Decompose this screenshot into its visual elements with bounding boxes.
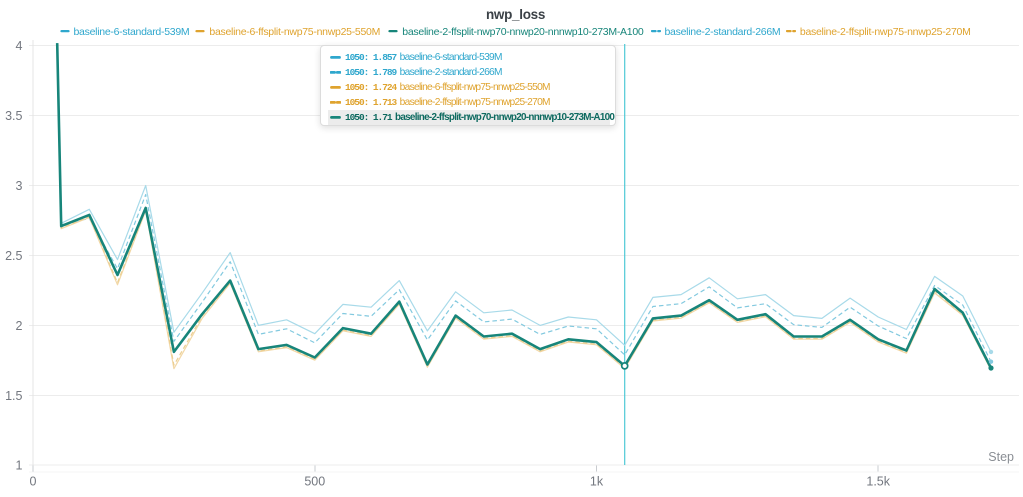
svg-text:1k: 1k <box>590 475 604 489</box>
svg-text:1: 1 <box>16 459 23 473</box>
svg-text:Step: Step <box>988 450 1014 464</box>
svg-text:3: 3 <box>16 179 23 193</box>
svg-text:4: 4 <box>16 39 23 53</box>
svg-text:1.5k: 1.5k <box>866 475 890 489</box>
svg-text:3.5: 3.5 <box>5 109 22 123</box>
svg-text:1.5: 1.5 <box>5 389 22 403</box>
svg-text:2: 2 <box>16 319 23 333</box>
svg-text:500: 500 <box>304 475 325 489</box>
svg-text:0: 0 <box>30 475 37 489</box>
svg-text:2.5: 2.5 <box>5 249 22 263</box>
